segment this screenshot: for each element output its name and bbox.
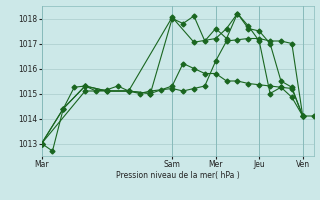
X-axis label: Pression niveau de la mer( hPa ): Pression niveau de la mer( hPa ) [116, 171, 239, 180]
